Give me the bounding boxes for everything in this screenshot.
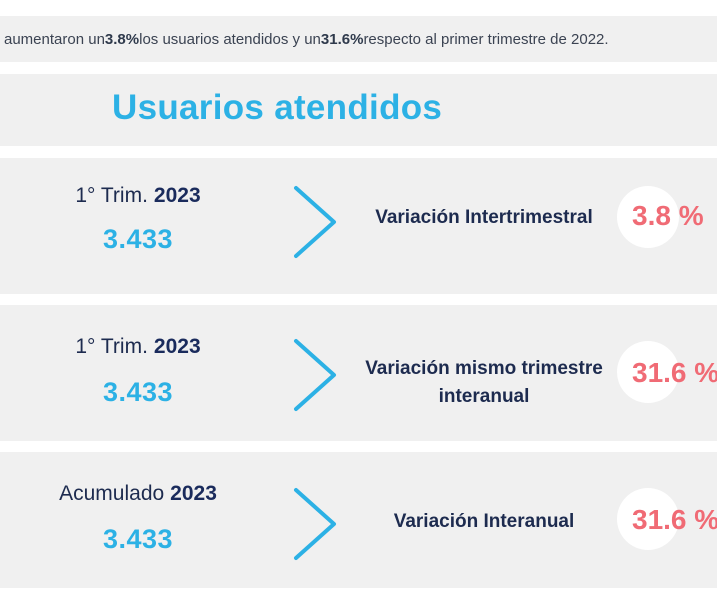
- stat-card-intertrimestral: 1° Trim. 2023 3.433 Variación Intertrimes…: [0, 158, 717, 294]
- stat-card-interanual: Acumulado 2023 3.433 Variación Interanual…: [0, 452, 717, 588]
- period-label: 1° Trim. 2023: [0, 184, 276, 208]
- section-title: Usuarios atendidos: [112, 88, 443, 127]
- period-text: 1° Trim.: [75, 184, 148, 207]
- intro-text: aumentaron un 3.8% los usuarios atendido…: [0, 16, 717, 62]
- variation-label-line-1: Variación mismo trimestre: [365, 358, 603, 379]
- period-text: Acumulado: [59, 482, 165, 505]
- intro-highlight-yearly: 31.6%: [320, 30, 364, 48]
- period-year: 2023: [170, 482, 217, 505]
- percent-circle: [617, 186, 679, 248]
- variation-percent: 31.6 %: [632, 504, 717, 535]
- intro-part-3: respecto al primer trimestre de 2022.: [363, 30, 609, 48]
- users-value: 3.433: [102, 377, 174, 407]
- users-value: 3.433: [102, 224, 174, 254]
- period-label: 1° Trim. 2023: [0, 335, 276, 359]
- intro-part-1: aumentaron un: [4, 30, 105, 48]
- period-year: 2023: [153, 335, 201, 358]
- variation-percent: 3.8 %: [632, 200, 704, 231]
- stat-card-mismo-trimestre: 1° Trim. 2023 3.433 Variación mismo trime…: [0, 305, 717, 441]
- percent-circle: [617, 488, 679, 550]
- variation-label: Variación Interanual: [352, 508, 616, 536]
- variation-label-line-1: Variación Interanual: [393, 511, 575, 532]
- chevron-right-icon: [294, 186, 336, 258]
- variation-label: Variación Intertrimestral: [352, 204, 616, 232]
- chevron-right-icon: [294, 488, 336, 560]
- variation-label-line-2: interanual: [438, 386, 530, 407]
- intro-highlight-quarterly: 3.8%: [104, 30, 140, 48]
- chevron-right-icon: [294, 339, 336, 411]
- title-band: Usuarios atendidos: [0, 74, 717, 146]
- period-text: 1° Trim.: [75, 335, 148, 358]
- percent-circle: [617, 341, 679, 403]
- period-year: 2023: [153, 184, 201, 207]
- variation-label-line-1: Variación Intertrimestral: [375, 207, 593, 228]
- variation-percent: 31.6 %: [632, 357, 717, 388]
- variation-label: Variación mismo trimestre interanual: [352, 355, 616, 411]
- period-label: Acumulado 2023: [0, 482, 276, 506]
- users-value: 3.433: [102, 524, 174, 554]
- intro-part-2: los usuarios atendidos y un: [139, 30, 321, 48]
